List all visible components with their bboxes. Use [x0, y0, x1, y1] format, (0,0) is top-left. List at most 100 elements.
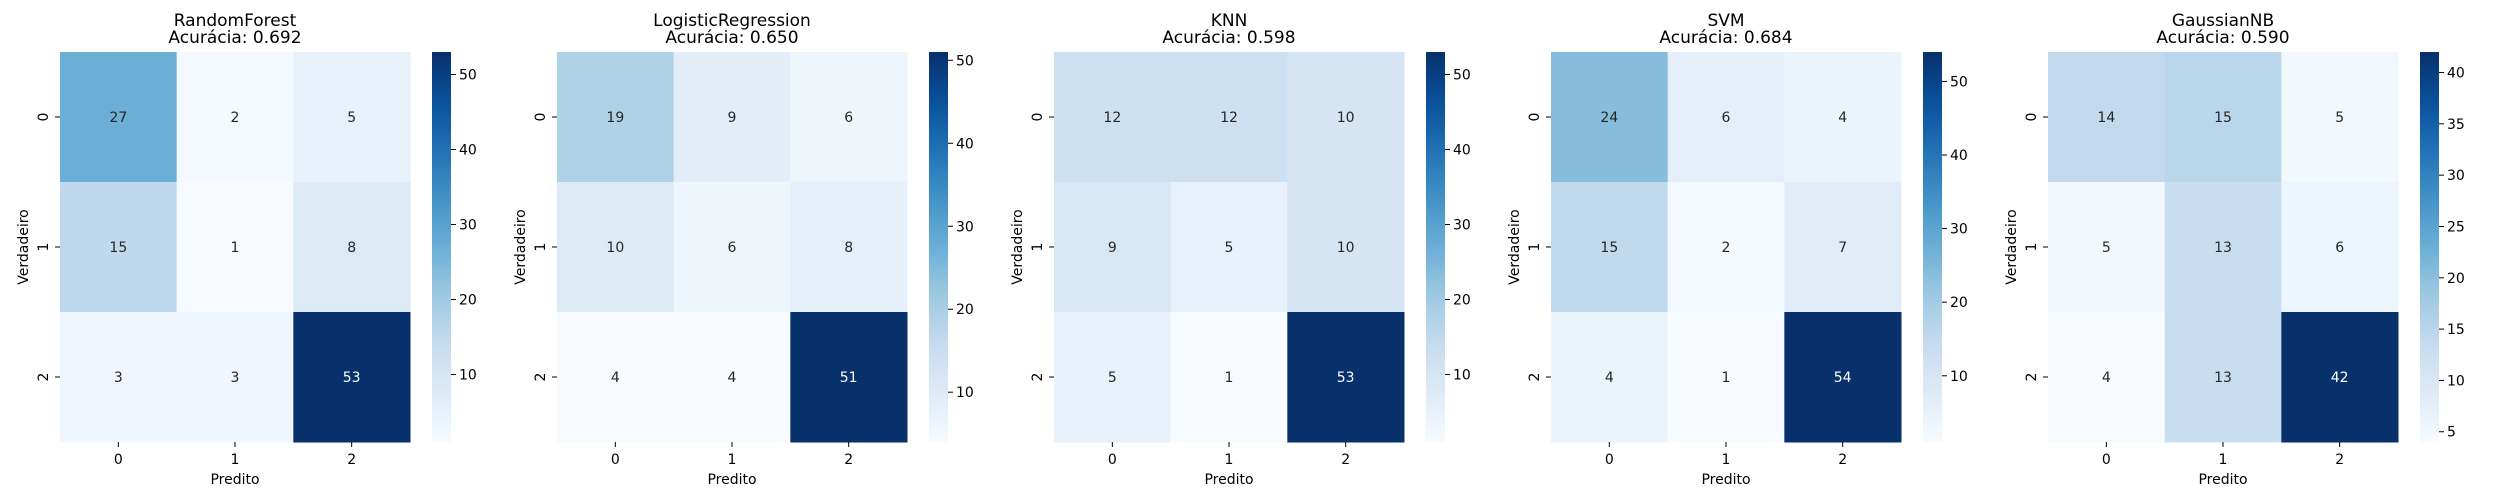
panel-subtitle: Acurácia: 0.684 [1659, 28, 1792, 48]
y-tick-label: 2 [36, 373, 52, 382]
y-tick-label: 2 [1527, 373, 1543, 382]
y-tick-label: 2 [2024, 373, 2040, 382]
y-tick-label: 0 [2024, 113, 2040, 122]
heatmap-cell [2164, 182, 2282, 313]
colorbar-tick-label: 30 [1950, 222, 1968, 238]
colorbar-tick-label: 20 [1950, 295, 1968, 311]
heatmap-cell [1551, 182, 1669, 313]
heatmap-cell [2164, 312, 2282, 443]
y-tick-label: 1 [1030, 243, 1046, 252]
colorbar-tick-label: 30 [1453, 218, 1471, 234]
heatmap-cell [1054, 182, 1172, 313]
x-tick-label: 2 [844, 452, 853, 468]
colorbar-tick-label: 10 [2447, 373, 2465, 389]
x-tick-label: 2 [1341, 452, 1350, 468]
x-tick-label: 1 [231, 452, 240, 468]
colorbar-tick-label: 50 [1950, 74, 1968, 90]
x-axis-label: Predito [1701, 472, 1750, 488]
colorbar-tick-label: 35 [2447, 117, 2465, 133]
x-axis-label: Predito [1204, 472, 1253, 488]
x-tick-label: 1 [1225, 452, 1234, 468]
heatmap-cell [60, 52, 178, 183]
heatmap-cell [1170, 52, 1288, 183]
colorbar-tick-label: 10 [1950, 369, 1968, 385]
x-tick-label: 1 [1722, 452, 1731, 468]
heatmap-cell [2281, 182, 2399, 313]
heatmap-cell [176, 312, 294, 443]
colorbar-tick-label: 10 [1453, 368, 1471, 384]
heatmap-cell [790, 182, 908, 313]
panel-title: SVM [1707, 11, 1744, 31]
cell-value-label: 3 [114, 370, 123, 386]
colorbar-tick-label: 30 [459, 218, 477, 234]
cell-value-label: 1 [1722, 370, 1731, 386]
cell-value-label: 1 [231, 240, 240, 256]
cell-value-label: 6 [844, 110, 853, 126]
heatmap-cell [1170, 182, 1288, 313]
cell-value-label: 12 [1220, 110, 1238, 126]
cell-value-label: 4 [1838, 110, 1847, 126]
cell-value-label: 6 [2335, 240, 2344, 256]
y-tick-label: 2 [1030, 373, 1046, 382]
y-axis-label: Verdadeiro [1507, 209, 1523, 284]
x-axis-label: Predito [210, 472, 259, 488]
colorbar [432, 52, 451, 442]
cell-value-label: 10 [1337, 110, 1355, 126]
x-tick-label: 0 [1605, 452, 1614, 468]
colorbar-tick-label: 10 [459, 368, 477, 384]
y-tick-label: 0 [533, 113, 549, 122]
heatmap-cell [2048, 52, 2166, 183]
cell-value-label: 53 [343, 370, 361, 386]
y-tick-label: 0 [1527, 113, 1543, 122]
cell-value-label: 4 [611, 370, 620, 386]
heatmap-cell [1551, 52, 1669, 183]
y-tick-label: 0 [36, 113, 52, 122]
heatmap-cell [1287, 312, 1405, 443]
panel-subtitle: Acurácia: 0.590 [2156, 28, 2289, 48]
cell-value-label: 5 [2335, 110, 2344, 126]
heatmap-cell [176, 52, 294, 183]
y-axis-label: Verdadeiro [16, 209, 32, 284]
heatmap-cell [2281, 312, 2399, 443]
panel-title: RandomForest [174, 11, 297, 31]
cell-value-label: 13 [2214, 370, 2232, 386]
x-axis-label: Predito [707, 472, 756, 488]
cell-value-label: 1 [1225, 370, 1234, 386]
colorbar-tick-label: 40 [2447, 66, 2465, 82]
cell-value-label: 5 [1108, 370, 1117, 386]
heatmap-cell [1667, 312, 1785, 443]
colorbar-tick-label: 50 [1453, 68, 1471, 84]
cell-value-label: 24 [1600, 110, 1618, 126]
heatmap-cell [2048, 182, 2166, 313]
cell-value-label: 51 [840, 370, 858, 386]
y-tick-label: 1 [1527, 243, 1543, 252]
cell-value-label: 3 [231, 370, 240, 386]
colorbar [1923, 52, 1942, 442]
cell-value-label: 15 [1600, 240, 1618, 256]
heatmap-cell [557, 182, 675, 313]
heatmap-cell [1784, 182, 1902, 313]
y-axis-label: Verdadeiro [2004, 209, 2020, 284]
heatmap-cell [2281, 52, 2399, 183]
colorbar-tick-label: 40 [459, 143, 477, 159]
heatmap-cell [293, 182, 411, 313]
heatmap-cell [1667, 52, 1785, 183]
cell-value-label: 54 [1834, 370, 1852, 386]
colorbar-tick-label: 50 [459, 68, 477, 84]
heatmap-cell [1054, 312, 1172, 443]
cell-value-label: 7 [1838, 240, 1847, 256]
cell-value-label: 9 [1108, 240, 1117, 256]
x-tick-label: 0 [1108, 452, 1117, 468]
colorbar-tick-label: 15 [2447, 322, 2465, 338]
y-tick-label: 2 [533, 373, 549, 382]
y-tick-label: 1 [2024, 243, 2040, 252]
colorbar-tick-label: 30 [956, 219, 974, 235]
x-tick-label: 2 [347, 452, 356, 468]
colorbar-tick-label: 10 [956, 385, 974, 401]
colorbar-tick-label: 20 [2447, 271, 2465, 287]
cell-value-label: 13 [2214, 240, 2232, 256]
